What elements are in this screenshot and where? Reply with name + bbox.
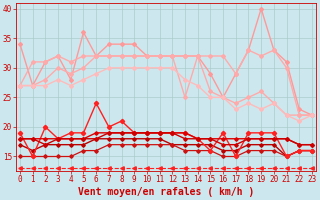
- X-axis label: Vent moyen/en rafales ( km/h ): Vent moyen/en rafales ( km/h ): [78, 187, 254, 197]
